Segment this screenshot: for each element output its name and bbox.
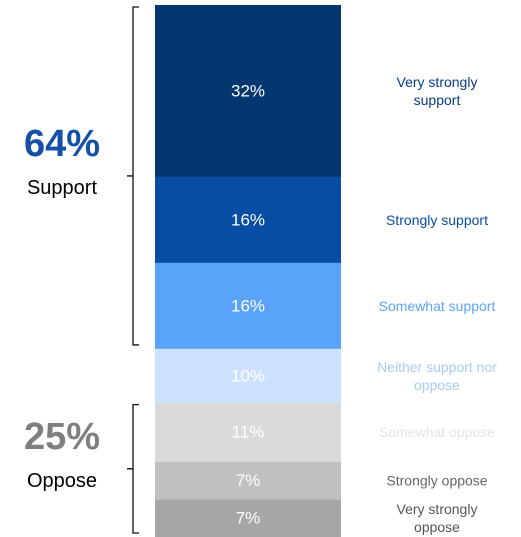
group-percentage: 25% [24,416,100,458]
category-labels: Very strongly support Strongly support Some… [377,74,497,535]
bar-segment [155,5,341,177]
bar-segment [155,262,341,349]
bar-segment [155,348,341,403]
category-label: Strongly oppose [386,473,487,489]
bar-segment [155,176,341,263]
segment-value-labels: 32% 16% 16% 10% 11% 7% 7% [231,81,265,527]
segment-value-label: 7% [236,471,261,490]
bar-segment [155,461,341,500]
segment-value-label: 10% [231,366,265,385]
category-label: Somewhat oppose [379,424,495,440]
group-name: Oppose [27,470,97,492]
group-bracket [127,404,139,534]
category-label: Very strongly oppose [397,501,478,535]
group-percentage: 64% [24,123,100,165]
segment-value-label: 16% [231,296,265,315]
segment-value-label: 11% [232,423,265,442]
group-labels: 64% Support 25% Oppose [24,123,100,492]
segment-value-label: 32% [231,81,265,100]
category-label: Somewhat support [379,298,496,314]
category-label: Very strongly support [397,74,478,108]
bar-segment [155,499,341,537]
bar-segment [155,402,341,462]
group-brackets [127,6,139,534]
category-label: Strongly support [386,212,488,228]
category-label: Neither support nor oppose [377,359,497,393]
bar-segments [155,5,341,537]
segment-value-label: 16% [231,210,265,229]
group-bracket [127,6,139,346]
group-name: Support [27,177,97,199]
segment-value-label: 7% [236,509,261,528]
